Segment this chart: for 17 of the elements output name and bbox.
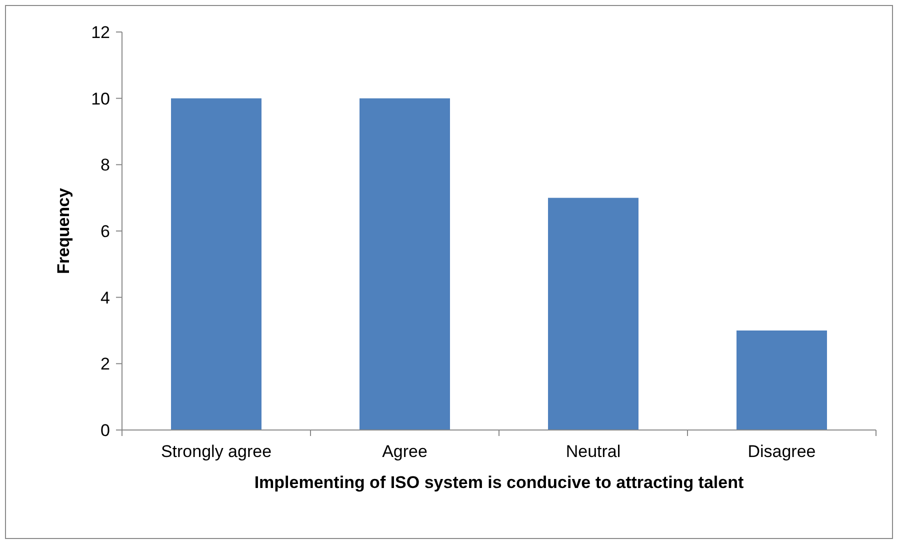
bar [360,98,450,430]
x-tick-label: Neutral [566,442,621,461]
x-tick-label: Strongly agree [160,442,272,461]
bar [548,198,638,430]
y-tick-label: 6 [100,222,110,241]
x-tick-label: Disagree [748,442,816,461]
y-tick-label: 2 [100,354,110,374]
y-tick-label: 0 [100,420,110,440]
x-tick-label: Agree [382,442,428,461]
y-tick-label: 10 [91,89,110,108]
x-axis-title: Implementing of ISO system is conducive to attracting talent [254,473,744,492]
y-axis-title: Frequency [54,187,73,274]
y-tick-label: 8 [100,156,110,175]
bar [171,98,262,430]
bar [736,330,827,430]
y-tick-label: 4 [100,288,110,308]
y-tick-label: 12 [91,22,110,42]
